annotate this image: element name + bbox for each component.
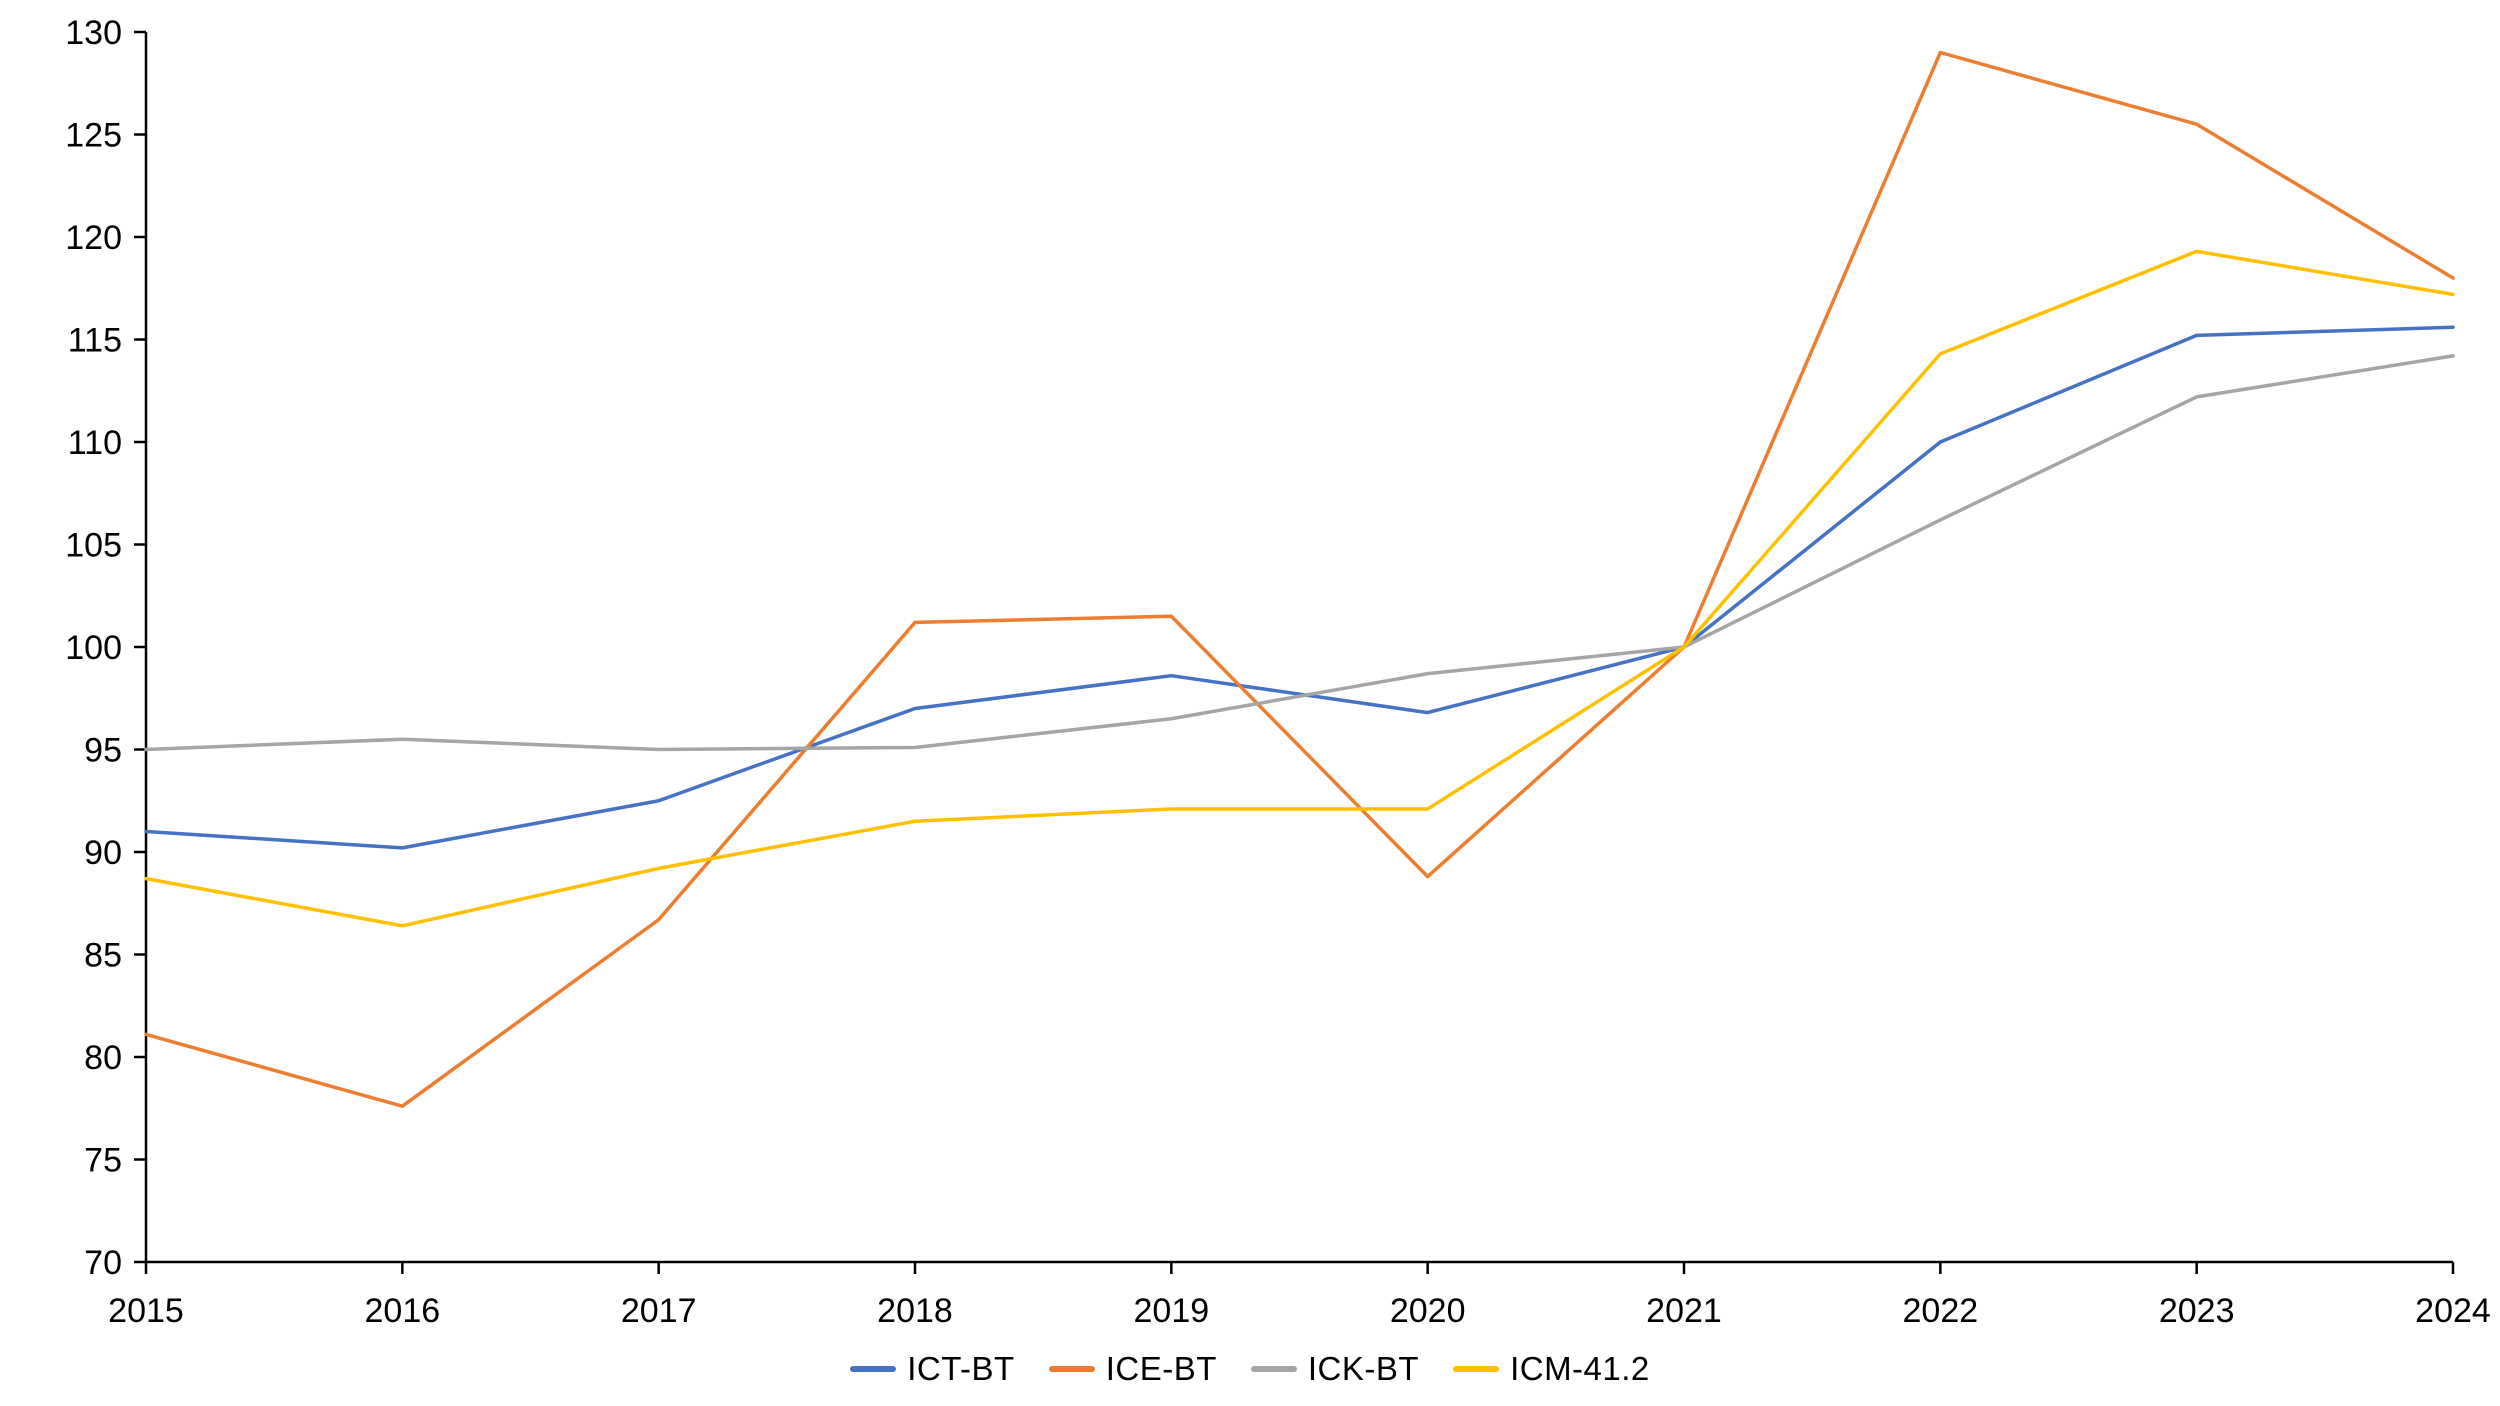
y-tick-label: 105	[65, 527, 122, 565]
series-line-ick-bt	[144, 354, 2455, 752]
x-tick-label: 2020	[1390, 1292, 1466, 1330]
y-tick-label: 115	[68, 322, 122, 360]
y-tick-label: 85	[84, 937, 122, 975]
x-tick-label: 2019	[1134, 1292, 1210, 1330]
y-tick-label: 100	[65, 629, 122, 667]
y-tick-label: 75	[84, 1142, 122, 1180]
x-tick-label: 2024	[2415, 1292, 2491, 1330]
x-tick-label: 2015	[108, 1292, 184, 1330]
x-tick-label: 2018	[877, 1292, 953, 1330]
x-tick-label: 2016	[365, 1292, 441, 1330]
x-tick-label: 2022	[1903, 1292, 1979, 1330]
y-tick-label: 125	[65, 117, 122, 155]
y-tick-label: 120	[65, 219, 122, 257]
series-line-ice-bt	[144, 50, 2455, 1108]
y-tick-label: 80	[84, 1039, 122, 1077]
y-tick-label: 90	[84, 834, 122, 872]
x-tick-label: 2017	[621, 1292, 697, 1330]
y-tick-label: 70	[84, 1244, 122, 1282]
x-tick-label: 2023	[2159, 1292, 2235, 1330]
y-tick-label: 110	[68, 424, 122, 462]
series-line-icm-41-2	[144, 249, 2455, 928]
y-tick-label: 95	[84, 732, 122, 770]
y-tick-label: 130	[65, 14, 122, 52]
series-line-ict-bt	[144, 325, 2455, 850]
x-tick-label: 2021	[1646, 1292, 1722, 1330]
